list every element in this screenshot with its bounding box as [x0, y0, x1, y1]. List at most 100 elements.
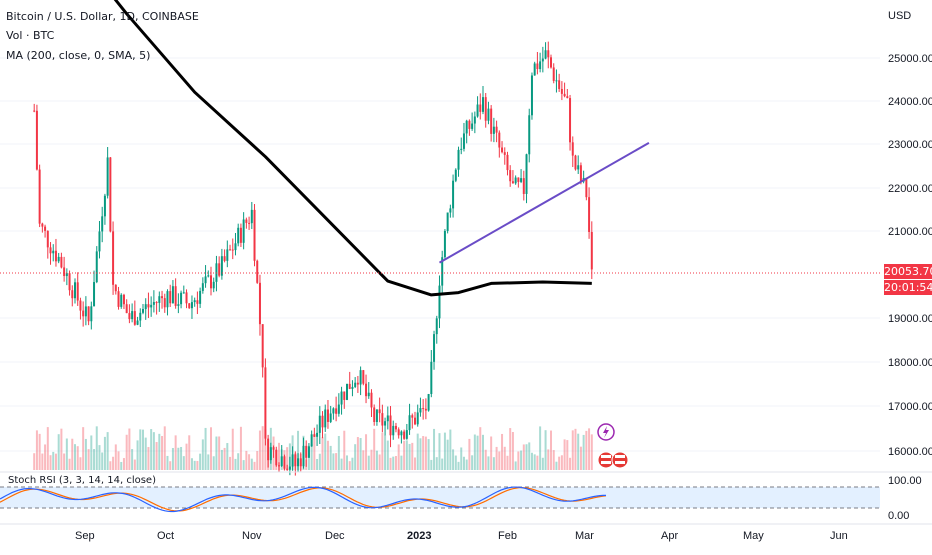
candle-body	[441, 257, 444, 286]
candle-body	[142, 309, 144, 313]
candle-body	[495, 126, 498, 133]
candle-body	[471, 123, 474, 129]
candle-body	[288, 466, 291, 470]
volume-bar	[155, 442, 158, 470]
candle-body	[136, 320, 139, 325]
volume-legend[interactable]: Vol · BTC	[6, 29, 55, 42]
candle-body	[354, 382, 357, 387]
candle-body	[38, 169, 41, 224]
candle-body	[239, 227, 242, 243]
candle-body	[33, 110, 36, 112]
candle-body	[305, 445, 308, 458]
candle-body	[163, 298, 166, 308]
candle-body	[326, 409, 329, 422]
candle-body	[438, 285, 441, 319]
price-tick: 21000.00	[888, 226, 932, 238]
volume-bar	[60, 428, 63, 470]
candle-body	[454, 169, 457, 181]
candle-body	[229, 249, 232, 251]
volume-bar	[566, 440, 569, 470]
volume-bar	[103, 436, 106, 470]
time-label: Jun	[830, 530, 848, 542]
volume-bar	[501, 433, 504, 470]
candle-body	[566, 96, 569, 99]
volume-bar	[147, 447, 150, 470]
stoch-rsi-legend[interactable]: Stoch RSI (3, 3, 14, 14, close)	[6, 475, 158, 486]
volume-bar	[397, 444, 400, 470]
volume-bar	[112, 456, 115, 470]
candle-body	[335, 408, 338, 414]
volume-bar	[177, 447, 180, 470]
candle-body	[128, 313, 131, 320]
price-tick: 25000.00	[888, 53, 932, 65]
candle-body	[139, 312, 142, 321]
time-label: 2023	[407, 530, 431, 542]
candle-body	[424, 408, 427, 411]
candle-body	[492, 126, 495, 134]
candle-body	[248, 222, 251, 224]
candle-body	[101, 216, 104, 232]
volume-bar	[185, 443, 188, 470]
volume-bar	[433, 428, 436, 470]
candle-body	[468, 120, 471, 129]
symbol-legend[interactable]: Bitcoin / U.S. Dollar, 1D, COINBASE	[6, 10, 199, 23]
candle-body	[392, 425, 395, 436]
rsi-tick: 0.00	[888, 510, 909, 522]
volume-bar	[411, 442, 414, 470]
price-tick: 18000.00	[888, 357, 932, 369]
candle-body	[256, 260, 259, 283]
candle-body	[544, 50, 547, 59]
candle-body	[389, 415, 392, 436]
volume-bar	[462, 456, 465, 470]
volume-bar	[536, 455, 539, 470]
ma-legend[interactable]: MA (200, close, 0, SMA, 5)	[6, 49, 151, 62]
candle-body	[321, 415, 324, 428]
candle-body	[114, 284, 117, 292]
volume-bar	[321, 437, 324, 470]
chart-grid	[0, 57, 880, 452]
candle-body	[223, 256, 226, 261]
candle-body	[484, 97, 487, 121]
volume-bar	[63, 453, 66, 470]
volume-bars	[33, 426, 593, 470]
time-label: Nov	[242, 530, 262, 542]
candle-body	[250, 209, 253, 224]
candle-body	[190, 302, 193, 309]
candle-body	[536, 63, 539, 70]
candle-body	[405, 430, 408, 439]
volume-bar	[403, 440, 406, 470]
time-label: Feb	[498, 530, 517, 542]
volume-bar	[231, 428, 234, 470]
volume-bar	[555, 461, 558, 470]
volume-bar	[114, 444, 117, 470]
candle-body	[84, 306, 87, 317]
candle-body	[63, 267, 66, 277]
candle-body	[316, 432, 319, 437]
candle-body	[490, 108, 493, 134]
volume-bar	[193, 460, 196, 470]
volume-bar	[161, 436, 164, 470]
volume-bar	[498, 451, 501, 470]
volume-bar	[316, 458, 319, 470]
candle-body	[131, 311, 134, 320]
candle-body	[397, 429, 400, 436]
volume-bar	[365, 434, 368, 470]
candle-body	[525, 154, 528, 194]
volume-bar	[106, 432, 109, 470]
volume-bar	[490, 436, 493, 470]
stoch-rsi-lines	[0, 486, 607, 513]
candle-body	[569, 98, 572, 143]
candle-body	[41, 223, 44, 227]
candle-body	[122, 294, 125, 305]
volume-bar	[229, 456, 232, 470]
volume-bar	[443, 432, 446, 470]
volume-bar	[49, 455, 52, 470]
volume-bar	[389, 457, 392, 470]
volume-bar	[495, 446, 498, 470]
volume-bar	[166, 455, 169, 470]
volume-bar	[188, 435, 191, 470]
volume-bar	[343, 430, 346, 470]
candle-body	[427, 394, 430, 411]
